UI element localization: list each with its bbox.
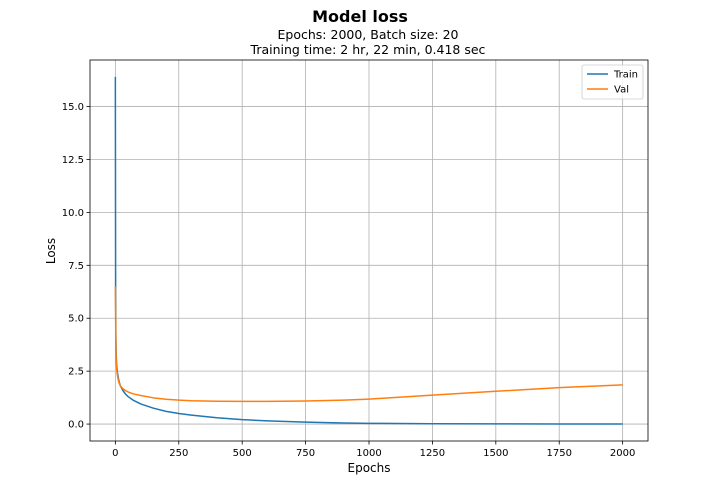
x-tick-label: 750 [296,448,315,459]
legend-label-train: Train [613,70,638,81]
y-tick-label: 15.0 [62,102,84,113]
x-tick-label: 1750 [547,448,572,459]
x-axis-label: Epochs [348,461,391,475]
x-tick-label: 500 [233,448,252,459]
y-tick-label: 10.0 [62,208,84,219]
x-tick-label: 1500 [483,448,508,459]
chart-subtitle-line-1: Epochs: 2000, Batch size: 20 [278,27,459,42]
y-tick-label: 7.5 [68,261,84,272]
y-axis-label: Loss [44,238,58,264]
legend-label-val: Val [614,85,629,96]
x-tick-label: 1000 [356,448,381,459]
y-tick-label: 0.0 [68,420,84,431]
chart-subtitle-line-2: Training time: 2 hr, 22 min, 0.418 sec [250,42,486,57]
series-line-val [114,286,623,403]
series-lines [114,76,623,425]
y-tick-label: 2.5 [68,367,84,378]
x-tick-label: 0 [112,448,118,459]
y-tick-label: 5.0 [68,314,84,325]
x-tick-label: 250 [169,448,188,459]
y-axis-ticks: 0.0 2.5 5.0 7.5 10.0 12.5 15.0 [62,102,90,431]
grid [90,60,648,441]
chart-title: Model loss [312,7,408,26]
x-tick-label: 2000 [610,448,635,459]
x-axis-ticks: 0 250 500 750 1000 1250 1500 1750 2000 [112,441,635,459]
y-tick-label: 12.5 [62,155,84,166]
legend: Train Val [581,64,644,100]
x-tick-label: 1250 [420,448,445,459]
